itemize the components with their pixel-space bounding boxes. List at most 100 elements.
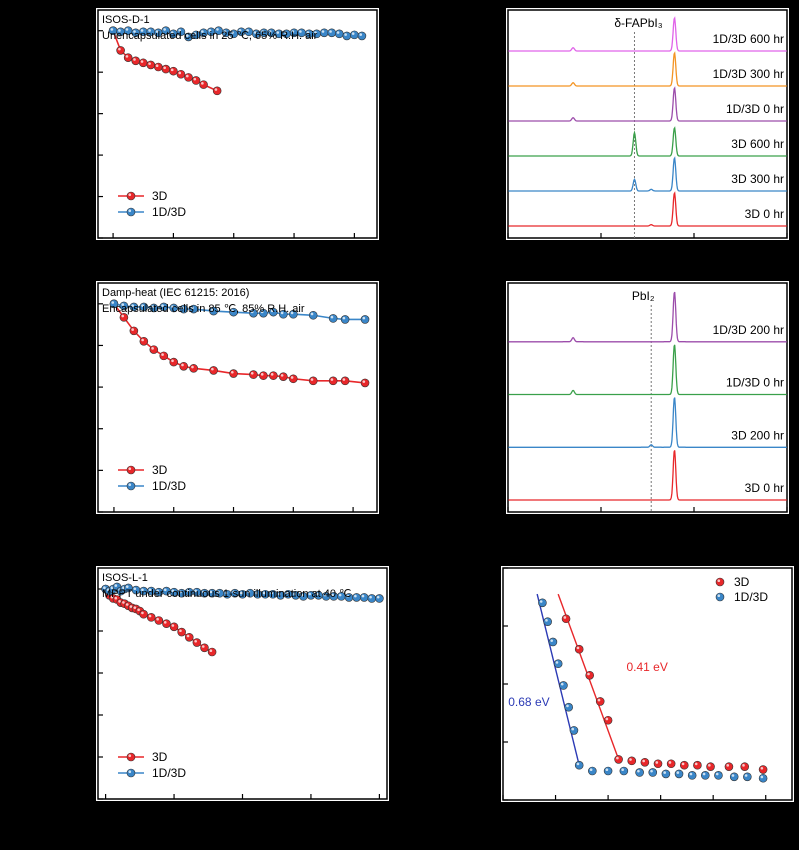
pattern-label: 3D 600 hr	[731, 137, 784, 151]
data-point-highlight	[163, 621, 167, 624]
data-point	[154, 62, 163, 72]
legend-marker	[715, 592, 725, 602]
x-tick-label: 900	[281, 518, 306, 535]
data-point-highlight	[201, 30, 204, 33]
data-point	[191, 76, 201, 85]
data-point-highlight	[668, 761, 672, 764]
data-point-highlight	[209, 590, 213, 594]
data-point-highlight	[223, 30, 227, 33]
data-point-highlight	[148, 614, 152, 618]
data-point-highlight	[171, 359, 174, 363]
plot-frame	[97, 9, 378, 239]
data-point-highlight	[550, 639, 554, 642]
data-point	[212, 86, 222, 96]
data-point	[360, 378, 370, 388]
data-point-highlight	[308, 592, 312, 596]
panel-label: (f)	[450, 575, 465, 592]
data-point	[184, 73, 193, 82]
data-point	[340, 315, 350, 324]
data-point	[569, 726, 579, 735]
data-point	[259, 371, 268, 380]
data-point-highlight	[694, 762, 698, 766]
data-point	[308, 310, 318, 320]
plot-frame	[507, 9, 788, 239]
x-tick-label: 20	[779, 244, 796, 261]
y-axis-label: Norm. PCE	[36, 355, 55, 441]
data-point-highlight	[170, 31, 174, 34]
data-point-highlight	[270, 373, 274, 376]
panel-label: )	[475, 15, 480, 32]
data-point-highlight	[133, 30, 136, 33]
y-tick-label: 0.0	[71, 504, 92, 521]
data-point	[666, 759, 676, 769]
x-axis-label: Time (hours)	[195, 822, 291, 841]
data-point-highlight	[681, 762, 685, 766]
data-point-highlight	[114, 596, 118, 600]
data-point-highlight	[216, 28, 219, 31]
data-point-highlight	[369, 595, 372, 599]
data-point-highlight	[278, 592, 281, 596]
data-point-highlight	[186, 589, 190, 593]
xrd-pattern-line	[508, 344, 787, 396]
data-point-highlight	[637, 769, 640, 773]
data-point	[687, 771, 697, 780]
y-tick-label: -10	[475, 792, 497, 809]
legend-marker-highlight	[717, 579, 721, 582]
plot-background	[506, 281, 789, 514]
data-point-highlight	[201, 645, 205, 648]
plot-background	[506, 8, 789, 240]
data-point-highlight	[232, 590, 235, 594]
data-point-highlight	[597, 698, 601, 702]
data-point-highlight	[539, 600, 543, 603]
data-point-highlight	[155, 30, 159, 33]
x-tick-label: 5	[504, 244, 512, 261]
data-point-highlight	[185, 34, 189, 37]
data-point-highlight	[715, 772, 719, 776]
data-point-highlight	[605, 717, 609, 721]
data-point-highlight	[179, 629, 182, 633]
data-point	[559, 681, 568, 690]
data-point-highlight	[194, 589, 197, 593]
data-point	[603, 766, 613, 776]
data-point-highlight	[605, 768, 609, 771]
legend-label: 1D/3D	[152, 205, 186, 219]
x-axis-label: Time (hours)	[190, 535, 286, 554]
legend-label: 3D	[152, 463, 168, 477]
data-point-highlight	[726, 764, 730, 767]
y-tick-label: 0.4	[71, 707, 92, 724]
data-point-highlight	[250, 310, 254, 314]
data-point-highlight	[181, 306, 184, 310]
x-tick-label: 10	[593, 518, 610, 535]
legend-label: 3D	[734, 575, 750, 589]
data-point-highlight	[255, 591, 258, 595]
data-point-highlight	[201, 82, 204, 85]
data-point-highlight	[555, 661, 559, 664]
panel-a-chart: ) 0 400 800 1200 1600 Time (hours) 0.0 0.2 0.4 0.6…	[0, 8, 379, 280]
data-point	[199, 80, 208, 89]
data-point-highlight	[260, 310, 264, 314]
fit-label-3d: 0.41 eV	[626, 660, 667, 674]
y-tick-label: -6	[484, 676, 497, 693]
data-point-highlight	[161, 304, 164, 307]
y-tick-label: 0.8	[71, 337, 92, 354]
data-point-highlight	[261, 30, 264, 33]
data-point	[653, 759, 663, 769]
x-tick-label: 3	[551, 806, 559, 823]
data-point-highlight	[342, 378, 346, 381]
data-point-highlight	[224, 591, 228, 595]
data-point	[308, 376, 318, 386]
data-point-highlight	[238, 29, 242, 32]
data-point-highlight	[262, 591, 266, 595]
data-point	[123, 53, 133, 62]
data-point-highlight	[290, 376, 294, 379]
legend-marker-highlight	[128, 483, 132, 487]
data-point-highlight	[744, 774, 748, 777]
pattern-label: 1D/3D 0 hr	[726, 102, 784, 116]
data-point	[288, 374, 298, 384]
x-tick-label: 0	[101, 805, 109, 822]
legend-marker	[126, 768, 136, 778]
data-point	[129, 326, 139, 336]
data-point	[159, 351, 169, 361]
data-point-highlight	[331, 593, 334, 597]
